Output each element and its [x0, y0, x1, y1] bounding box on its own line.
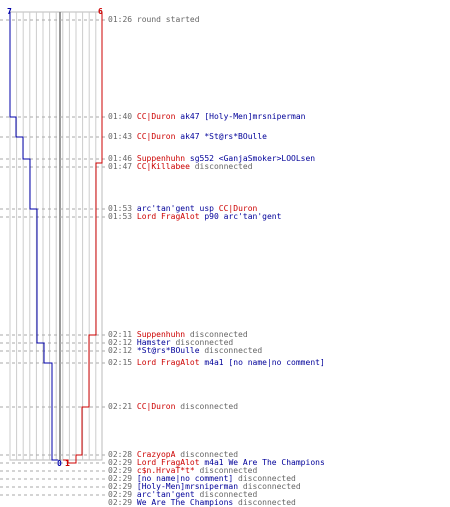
event-message: disconnected [238, 482, 301, 491]
player-name: Suppenhuhn [136, 154, 186, 163]
player-name: Lord FragAlot [136, 358, 200, 367]
event-time: 02:29 [108, 458, 137, 467]
event-time: 01:53 [108, 204, 137, 213]
player-name: CC|Duron [136, 112, 176, 121]
event-row: 02:28 CrazyopA disconnected [108, 451, 238, 459]
player-name: Lord FragAlot [136, 212, 200, 221]
event-time: 02:29 [108, 490, 137, 499]
player-name: <GanjaSmoker>LOOLsen [218, 154, 316, 163]
player-name: ak47 [175, 132, 205, 141]
red-count-end: 1 [65, 459, 70, 468]
player-name: [no name|no comment] [228, 358, 325, 367]
event-row: 01:53 Lord FragAlot p90 arc'tan'gent [108, 213, 281, 221]
event-time: 01:47 [108, 162, 137, 171]
player-name: *St@rs*BOulle [136, 346, 200, 355]
event-time: 02:29 [108, 466, 137, 475]
event-row: 02:12 Hamster disconnected [108, 339, 233, 347]
event-message: disconnected [175, 450, 239, 459]
event-row: 01:43 CC|Duron ak47 *St@rs*BOulle [108, 133, 267, 141]
player-name: usp [194, 204, 219, 213]
event-time: 02:28 [108, 450, 137, 459]
player-name: [no name|no comment] [136, 474, 234, 483]
player-name: sg552 [185, 154, 219, 163]
event-time: 01:46 [108, 154, 137, 163]
event-row: 01:26 round started [108, 16, 200, 24]
player-name: Lord FragAlot [136, 458, 200, 467]
player-name: ak47 [175, 112, 205, 121]
player-name: arc'tan'gent [136, 204, 195, 213]
player-name: Suppenhuhn [136, 330, 186, 339]
player-name: We Are The Champions [228, 458, 325, 467]
player-name: p90 [199, 212, 224, 221]
blue-count-end: 0 [57, 459, 62, 468]
event-time: 02:12 [108, 346, 137, 355]
event-time: 01:26 [108, 15, 137, 24]
event-message: disconnected [233, 498, 296, 507]
player-name: [Holy-Men]mrsniperman [136, 482, 239, 491]
event-time: 02:29 [108, 482, 137, 491]
event-row: 01:40 CC|Duron ak47 [Holy-Men]mrsniperma… [108, 113, 306, 121]
player-name: [Holy-Men]mrsniperman [204, 112, 306, 121]
player-name: CC|Killabee [136, 162, 190, 171]
event-row: 02:15 Lord FragAlot m4a1 [no name|no com… [108, 359, 325, 367]
player-name: CrazyopA [136, 450, 176, 459]
event-time: 02:21 [108, 402, 137, 411]
event-time: 01:53 [108, 212, 137, 221]
event-row: 02:21 CC|Duron disconnected [108, 403, 238, 411]
event-time: 02:15 [108, 358, 137, 367]
event-row: 02:12 *St@rs*BOulle disconnected [108, 347, 262, 355]
red-count-start: 6 [98, 7, 103, 16]
event-time: 02:11 [108, 330, 137, 339]
player-name: CC|Duron [136, 402, 176, 411]
event-time: 02:29 [108, 498, 137, 507]
event-row: 02:29 We Are The Champions disconnected [108, 499, 296, 507]
event-message: disconnected [194, 466, 258, 475]
red-team-line [63, 12, 103, 464]
player-name: Hamster [136, 338, 171, 347]
event-time: 02:29 [108, 474, 137, 483]
event-message: round started [136, 15, 200, 24]
event-message: disconnected [233, 474, 296, 483]
player-name: arc'tan'gent [223, 212, 282, 221]
player-name: m4a1 [199, 358, 229, 367]
player-name: m4a1 [199, 458, 229, 467]
event-message: disconnected [194, 490, 258, 499]
blue-team-line [9, 12, 58, 461]
event-time: 01:40 [108, 112, 137, 121]
event-row: 02:29 Lord FragAlot m4a1 We Are The Cham… [108, 459, 325, 467]
event-row: 02:29 [no name|no comment] disconnected [108, 475, 296, 483]
event-row: 01:46 Suppenhuhn sg552 <GanjaSmoker>LOOL… [108, 155, 315, 163]
event-time: 01:43 [108, 132, 137, 141]
blue-count-start: 7 [7, 7, 12, 16]
event-message: disconnected [175, 402, 239, 411]
event-message: disconnected [170, 338, 234, 347]
event-message: disconnected [185, 330, 248, 339]
player-name: c$n.HrvaT*t* [136, 466, 195, 475]
player-name: arc'tan'gent [136, 490, 195, 499]
event-row: 01:47 CC|Killabee disconnected [108, 163, 253, 171]
event-row: 02:29 arc'tan'gent disconnected [108, 491, 257, 499]
player-name: CC|Duron [136, 132, 176, 141]
event-row: 02:29 c$n.HrvaT*t* disconnected [108, 467, 257, 475]
event-message: disconnected [199, 346, 263, 355]
player-name: We Are The Champions [136, 498, 234, 507]
event-message: disconnected [189, 162, 253, 171]
event-row: 02:29 [Holy-Men]mrsniperman disconnected [108, 483, 301, 491]
event-row: 02:11 Suppenhuhn disconnected [108, 331, 248, 339]
player-name: CC|Duron [218, 204, 258, 213]
event-time: 02:12 [108, 338, 137, 347]
event-row: 01:53 arc'tan'gent usp CC|Duron [108, 205, 257, 213]
player-name: *St@rs*BOulle [204, 132, 267, 141]
